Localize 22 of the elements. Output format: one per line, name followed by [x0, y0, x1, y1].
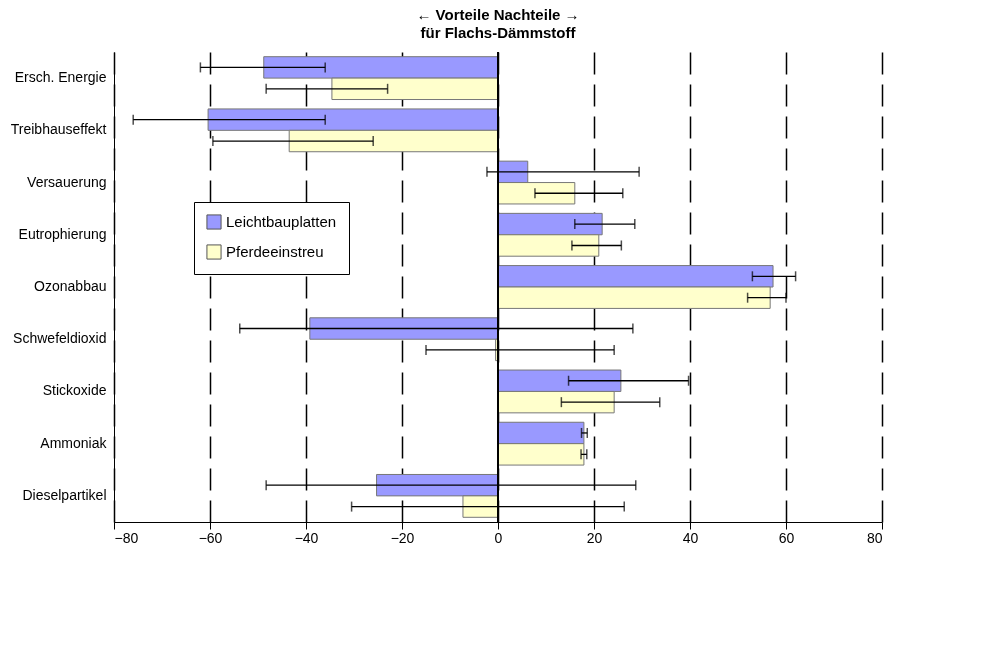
x-tick-label: 0: [494, 529, 503, 546]
x-tick-label: −80: [114, 529, 139, 546]
y-tick-label: Eutrophierung: [18, 225, 107, 242]
x-tick-label: −20: [390, 529, 415, 546]
y-tick-label: Ammoniak: [40, 434, 108, 451]
x-tick-label: 60: [778, 529, 795, 546]
y-tick-label: Dieselpartikel: [22, 486, 107, 503]
y-tick-label: Versauerung: [27, 173, 107, 190]
legend-label: Leichtbauplatten: [226, 213, 337, 230]
x-tick-label: 40: [682, 529, 699, 546]
y-tick-label: Schwefeldioxid: [13, 330, 107, 347]
x-tick-label: 20: [586, 529, 603, 546]
x-tick-label: −40: [294, 529, 319, 546]
x-tick-label: 80: [866, 529, 883, 546]
y-tick-label: Stickoxide: [42, 382, 107, 399]
x-tick-label: −60: [198, 529, 223, 546]
chart-subtitle: für Flachs-Dämmstoff: [420, 24, 577, 42]
y-tick-label: Ozonabbau: [34, 278, 107, 294]
legend-label: Pferdeeinstreu: [226, 243, 324, 260]
y-tick-label: Treibhauseffekt: [10, 121, 107, 138]
y-tick-label: Ersch. Energie: [14, 69, 107, 86]
chart-title: ← Vorteile Nachteile →: [416, 6, 580, 24]
